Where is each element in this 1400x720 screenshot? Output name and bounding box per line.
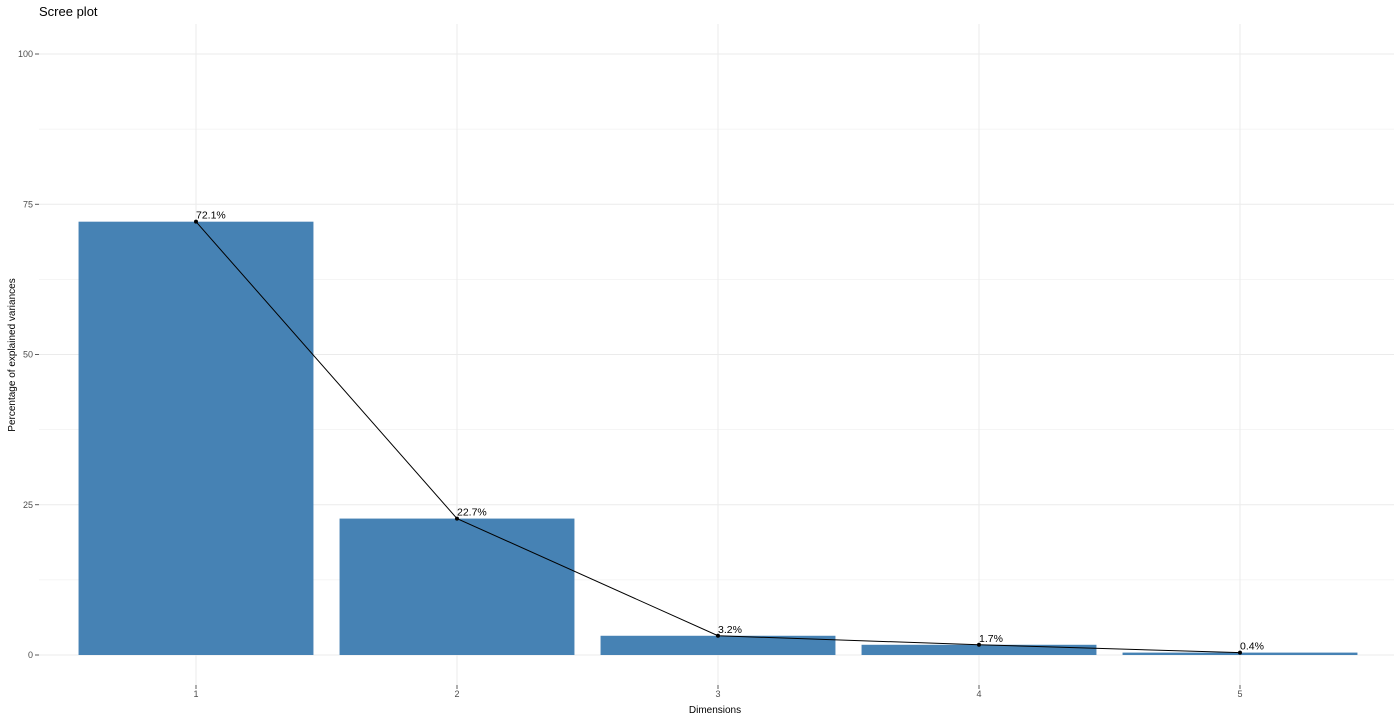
bars [78,221,1358,655]
x-axis-title: Dimensions [689,705,741,716]
bar-dim-1 [78,221,314,655]
point-dim-3 [716,633,720,638]
data-label-dim-1: 72.1% [196,210,226,222]
data-labels: 72.1% 22.7% 3.2% 1.7% 0.4% [196,210,1264,653]
y-tick-label: 75 [23,199,33,209]
point-dim-5 [1238,650,1242,655]
axes: 0 25 50 75 100 1 2 3 4 5 [18,49,1243,699]
point-dim-2 [455,516,459,521]
point-dim-1 [194,219,198,224]
x-tick-label: 5 [1237,689,1242,699]
data-label-dim-5: 0.4% [1240,641,1264,653]
bar-dim-4 [861,644,1097,655]
x-tick-label: 3 [715,689,720,699]
point-dim-4 [977,642,981,647]
y-axis-title: Percentage of explained variances [7,278,18,431]
data-label-dim-2: 22.7% [457,507,487,519]
bar-dim-2 [339,518,575,655]
data-label-dim-4: 1.7% [979,633,1003,645]
y-tick-label: 100 [18,49,33,59]
x-tick-label: 4 [976,689,981,699]
x-tick-label: 2 [454,689,459,699]
data-label-dim-3: 3.2% [718,624,742,636]
bar-dim-3 [600,635,836,655]
x-tick-label: 1 [193,689,198,699]
y-tick-label: 0 [28,650,33,660]
chart-title: Scree plot [39,4,98,19]
variance-line [194,219,1242,655]
y-tick-label: 25 [23,500,33,510]
y-tick-label: 50 [23,350,33,360]
